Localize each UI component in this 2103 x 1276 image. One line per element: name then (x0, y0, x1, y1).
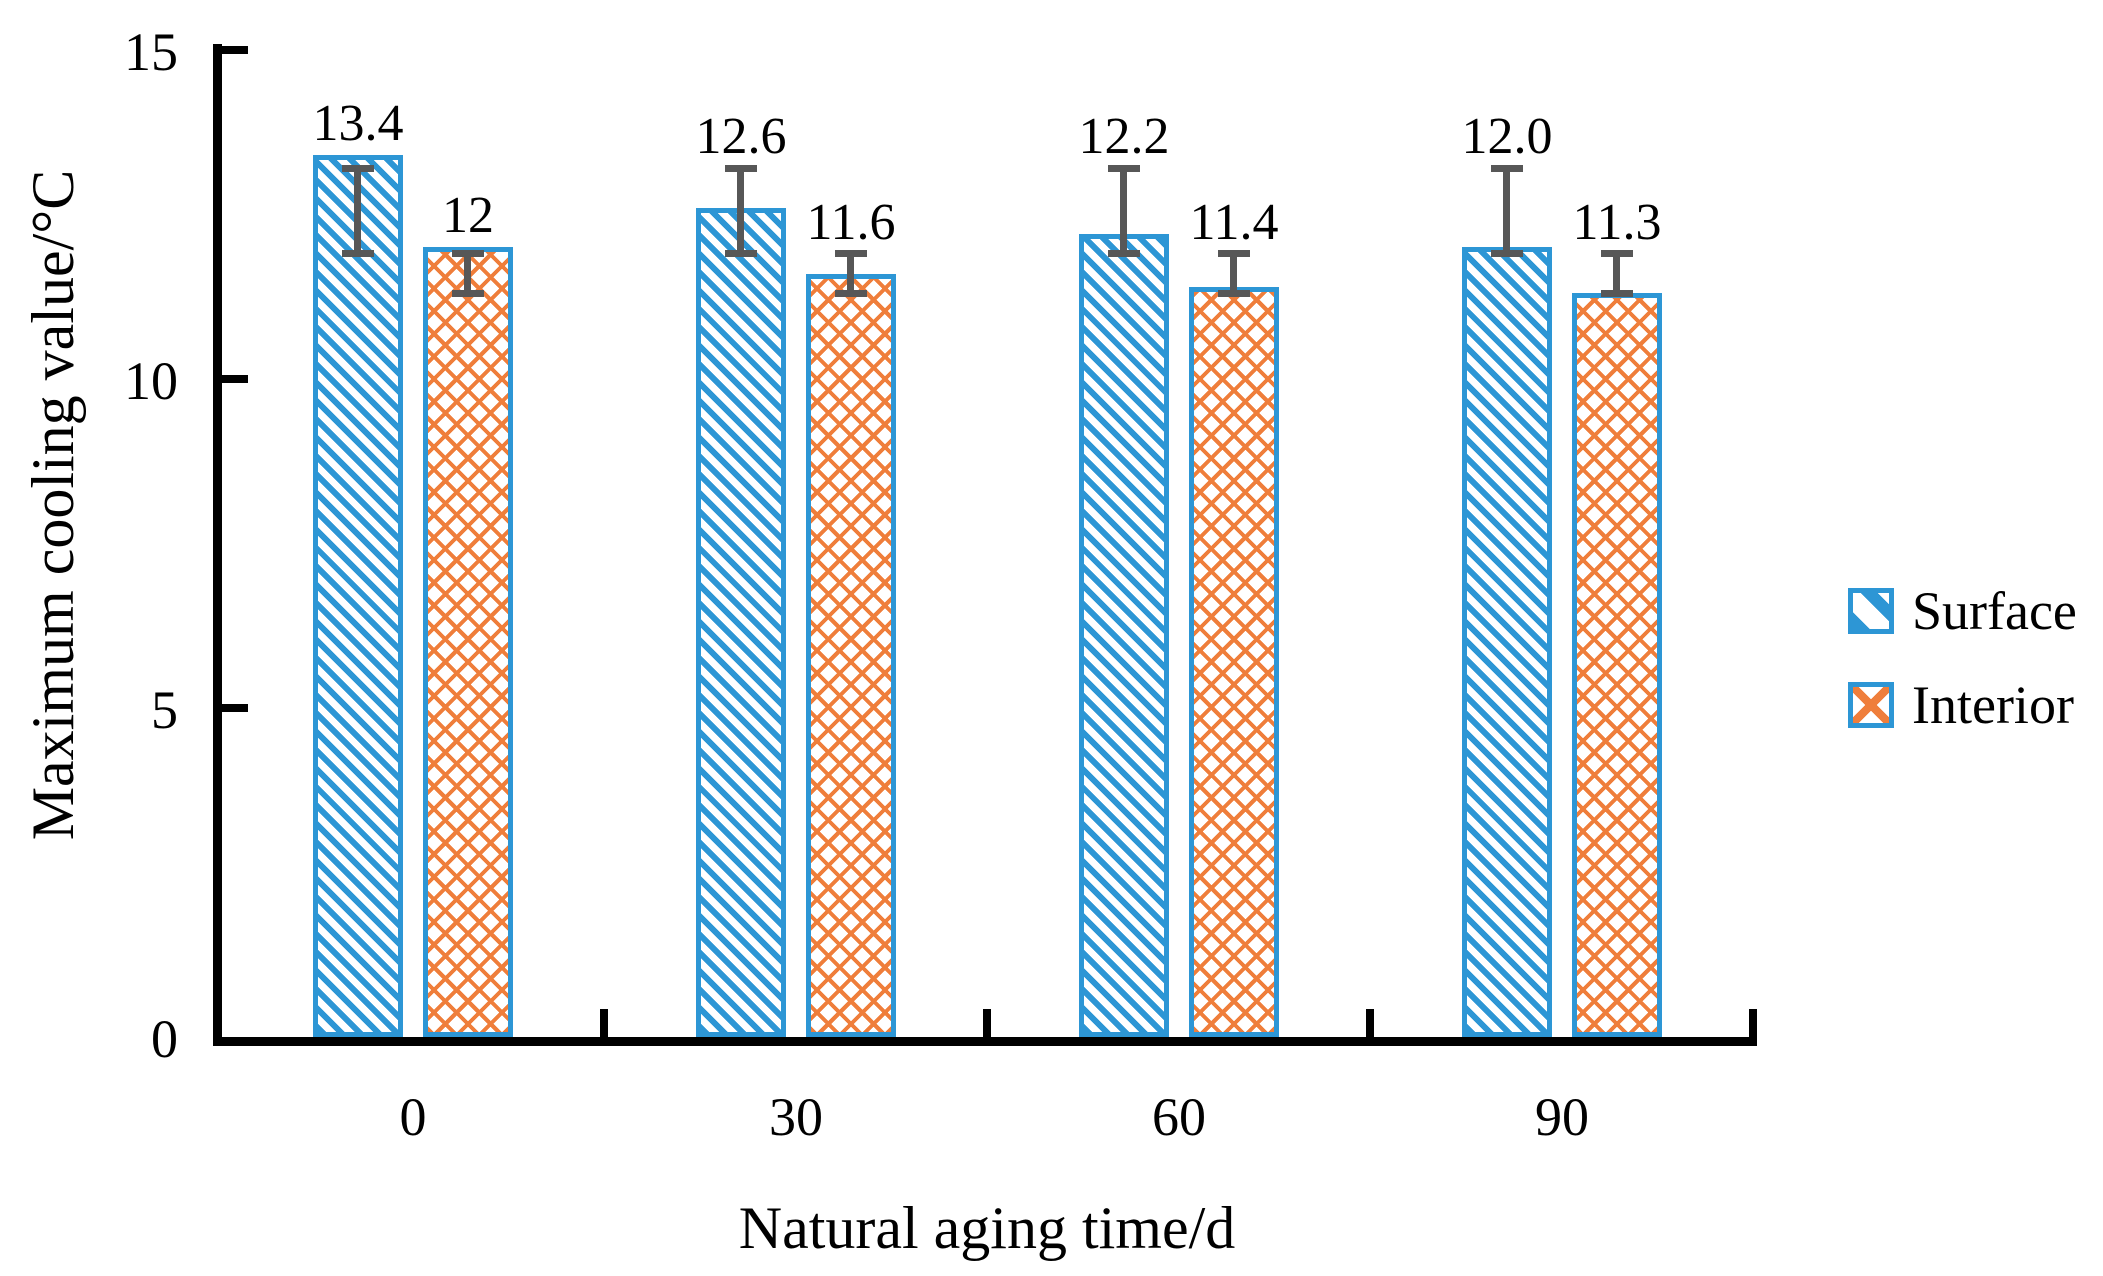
bar-surface-30 (696, 208, 786, 1037)
error-bar-surface-30 (737, 168, 744, 254)
error-bar-cap-top-surface-90 (1491, 165, 1523, 172)
error-bar-cap-top-surface-30 (725, 165, 757, 172)
error-bar-cap-bottom-interior-60 (1218, 290, 1250, 297)
error-bar-surface-0 (354, 168, 361, 254)
error-bar-cap-bottom-surface-90 (1491, 250, 1523, 257)
value-label-interior-30: 11.6 (806, 194, 896, 251)
y-tick-15 (222, 46, 248, 54)
y-axis-line (213, 44, 222, 1046)
bar-interior-90 (1572, 293, 1662, 1037)
x-tick-4 (1749, 1009, 1757, 1037)
y-tick-label-15: 15 (124, 22, 178, 82)
error-bar-cap-top-interior-30 (835, 250, 867, 257)
error-bar-interior-60 (1230, 254, 1237, 293)
x-tick-label-30: 30 (769, 1087, 823, 1147)
value-label-interior-60: 11.4 (1189, 194, 1279, 251)
x-tick-label-90: 90 (1535, 1087, 1589, 1147)
bar-surface-0 (313, 155, 403, 1037)
error-bar-interior-30 (847, 254, 854, 293)
bar-interior-60 (1189, 287, 1279, 1037)
error-bar-cap-bottom-interior-90 (1601, 290, 1633, 297)
error-bar-cap-top-interior-90 (1601, 250, 1633, 257)
x-tick-3 (1366, 1009, 1374, 1037)
error-bar-interior-0 (464, 254, 471, 293)
error-bar-cap-bottom-interior-0 (452, 290, 484, 297)
legend-label-surface: Surface (1912, 581, 2077, 641)
legend-swatch-surface-hatch-icon (1848, 588, 1894, 634)
x-axis-title: Natural aging time/d (738, 1195, 1236, 1261)
legend-item-surface: Surface (1848, 581, 2077, 641)
error-bar-cap-bottom-interior-30 (835, 290, 867, 297)
legend: Surface Interior (1848, 581, 2077, 776)
legend-item-interior: Interior (1848, 675, 2077, 735)
error-bar-interior-90 (1613, 254, 1620, 293)
value-label-interior-0: 12 (442, 187, 494, 244)
error-bar-surface-60 (1120, 168, 1127, 254)
y-tick-label-0: 0 (151, 1009, 178, 1069)
value-label-surface-0: 13.4 (312, 95, 404, 152)
legend-label-interior: Interior (1912, 675, 2074, 735)
error-bar-cap-top-interior-0 (452, 250, 484, 257)
error-bar-surface-90 (1503, 168, 1510, 254)
value-label-interior-90: 11.3 (1572, 194, 1662, 251)
value-label-surface-30: 12.6 (695, 108, 787, 165)
error-bar-cap-bottom-surface-0 (342, 250, 374, 257)
y-tick-label-5: 5 (151, 680, 178, 740)
x-tick-label-0: 0 (399, 1087, 427, 1147)
error-bar-cap-top-interior-60 (1218, 250, 1250, 257)
x-axis-line (213, 1037, 1757, 1046)
bar-surface-90 (1462, 247, 1552, 1037)
y-tick-label-10: 10 (124, 351, 178, 411)
bar-interior-30 (806, 274, 896, 1037)
error-bar-cap-bottom-surface-60 (1108, 250, 1140, 257)
value-label-surface-90: 12.0 (1461, 108, 1553, 165)
x-tick-label-60: 60 (1152, 1087, 1206, 1147)
y-tick-5 (222, 704, 248, 712)
error-bar-cap-top-surface-0 (342, 165, 374, 172)
y-tick-10 (222, 375, 248, 383)
legend-swatch-interior-hatch-icon (1848, 682, 1894, 728)
value-label-surface-60: 12.2 (1078, 108, 1170, 165)
x-tick-1 (600, 1009, 608, 1037)
bar-interior-0 (423, 247, 513, 1037)
y-axis-title: Maximum cooling value/°C (20, 169, 86, 841)
error-bar-cap-top-surface-60 (1108, 165, 1140, 172)
error-bar-cap-bottom-surface-30 (725, 250, 757, 257)
x-tick-2 (983, 1009, 991, 1037)
bar-surface-60 (1079, 234, 1169, 1037)
